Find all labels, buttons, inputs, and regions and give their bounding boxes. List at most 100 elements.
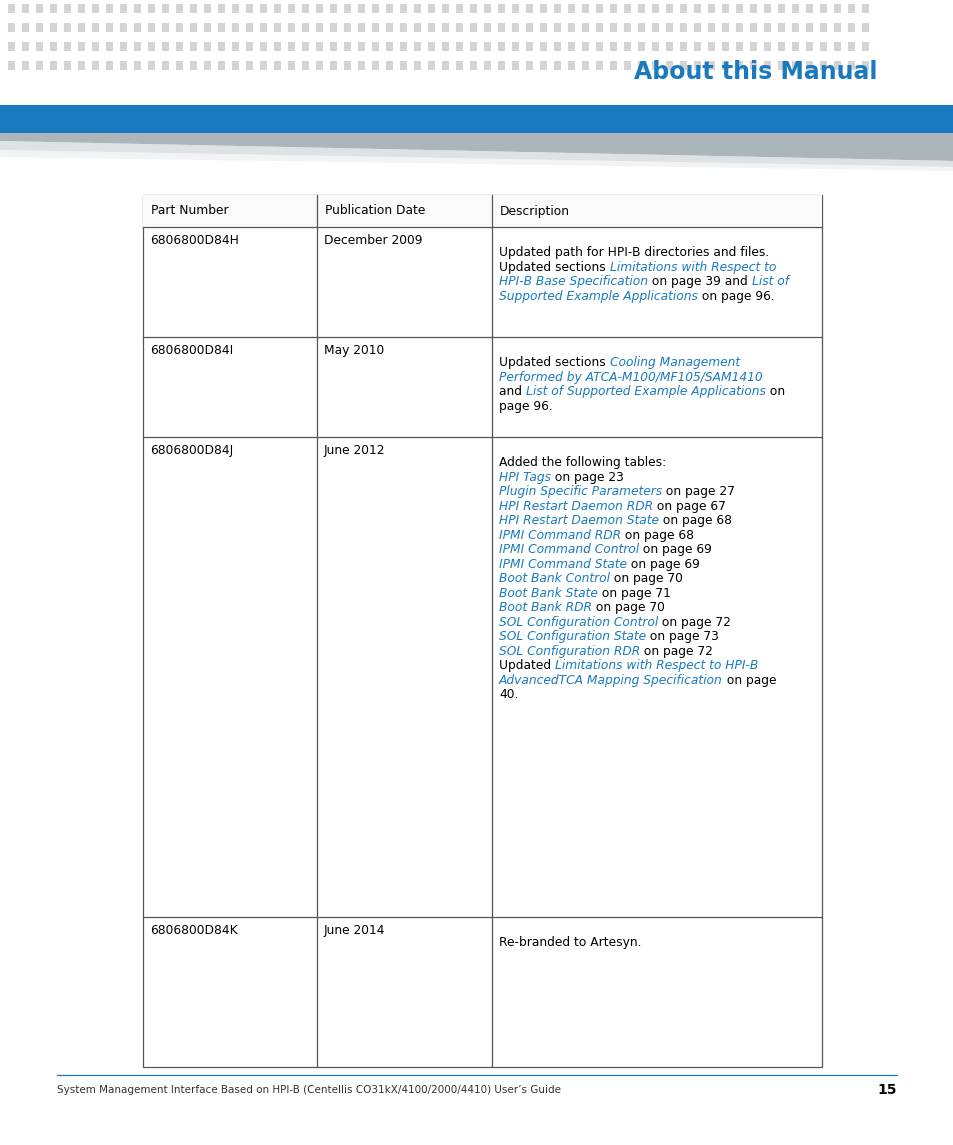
Bar xyxy=(357,23,365,32)
Text: May 2010: May 2010 xyxy=(324,344,384,357)
Bar xyxy=(315,42,323,52)
Text: Updated path for HPI-B directories and files.: Updated path for HPI-B directories and f… xyxy=(498,246,768,259)
Bar xyxy=(735,61,742,70)
Bar xyxy=(512,23,518,32)
Bar xyxy=(8,3,15,13)
Bar xyxy=(441,3,449,13)
Bar xyxy=(778,3,784,13)
Bar xyxy=(274,42,281,52)
Bar xyxy=(148,23,154,32)
Bar xyxy=(581,3,588,13)
Bar xyxy=(162,3,169,13)
Text: Limitations with Respect to HPI-B: Limitations with Respect to HPI-B xyxy=(555,660,758,672)
Bar xyxy=(330,42,336,52)
Text: Supported Example Applications: Supported Example Applications xyxy=(498,290,698,302)
Bar xyxy=(609,3,617,13)
Bar xyxy=(372,3,378,13)
Bar xyxy=(791,3,799,13)
Bar xyxy=(106,42,112,52)
Bar xyxy=(567,42,575,52)
Bar xyxy=(497,3,504,13)
Bar xyxy=(143,195,821,1067)
Bar xyxy=(288,3,294,13)
Text: on page 72: on page 72 xyxy=(658,616,730,629)
Bar xyxy=(651,42,659,52)
Bar xyxy=(749,23,757,32)
Bar xyxy=(483,23,491,32)
Bar xyxy=(372,23,378,32)
Bar xyxy=(791,23,799,32)
Bar xyxy=(456,3,462,13)
Bar xyxy=(232,3,239,13)
Bar xyxy=(554,42,560,52)
Bar xyxy=(175,61,183,70)
Bar xyxy=(246,23,253,32)
Bar xyxy=(36,61,43,70)
Text: Cooling Management: Cooling Management xyxy=(609,356,739,370)
Text: on page: on page xyxy=(722,673,776,687)
Bar xyxy=(232,23,239,32)
Bar xyxy=(693,61,700,70)
Bar xyxy=(554,3,560,13)
Text: HPI-B Base Specification: HPI-B Base Specification xyxy=(498,275,647,289)
Bar xyxy=(204,42,211,52)
Bar xyxy=(357,42,365,52)
Bar xyxy=(120,23,127,32)
Text: and: and xyxy=(498,386,525,398)
Bar xyxy=(791,42,799,52)
Bar xyxy=(218,61,225,70)
Bar xyxy=(428,42,435,52)
Bar xyxy=(106,3,112,13)
Text: on page 70: on page 70 xyxy=(609,572,682,585)
Bar xyxy=(470,23,476,32)
Bar xyxy=(372,42,378,52)
Bar xyxy=(749,3,757,13)
Bar xyxy=(456,23,462,32)
Bar xyxy=(638,3,644,13)
Bar xyxy=(567,61,575,70)
Bar xyxy=(386,61,393,70)
Bar xyxy=(64,42,71,52)
Bar xyxy=(651,23,659,32)
Bar xyxy=(596,42,602,52)
Bar xyxy=(820,3,826,13)
Text: SOL Configuration State: SOL Configuration State xyxy=(498,631,645,643)
Bar xyxy=(372,61,378,70)
Bar xyxy=(274,3,281,13)
Bar xyxy=(623,3,630,13)
Bar xyxy=(567,23,575,32)
Bar xyxy=(833,61,841,70)
Text: HPI Restart Daemon RDR: HPI Restart Daemon RDR xyxy=(498,500,653,513)
Bar xyxy=(315,3,323,13)
Bar xyxy=(638,23,644,32)
Bar xyxy=(497,42,504,52)
Bar xyxy=(679,23,686,32)
Bar xyxy=(78,61,85,70)
Bar xyxy=(22,3,29,13)
Bar xyxy=(847,3,854,13)
Bar xyxy=(414,23,420,32)
Bar xyxy=(78,23,85,32)
Bar xyxy=(707,61,714,70)
Bar xyxy=(8,61,15,70)
Text: System Management Interface Based on HPI-B (Centellis CO31kX/4100/2000/4410) Use: System Management Interface Based on HPI… xyxy=(57,1085,560,1095)
Bar xyxy=(721,42,728,52)
Bar xyxy=(525,42,533,52)
Bar xyxy=(91,61,99,70)
Bar xyxy=(483,3,491,13)
Bar xyxy=(78,3,85,13)
Bar xyxy=(78,42,85,52)
Polygon shape xyxy=(0,141,953,167)
Text: 6806800D84H: 6806800D84H xyxy=(150,234,238,247)
Bar xyxy=(805,61,812,70)
Bar xyxy=(862,23,868,32)
Bar xyxy=(428,61,435,70)
Bar xyxy=(638,61,644,70)
Bar xyxy=(778,42,784,52)
Bar xyxy=(581,23,588,32)
Text: on page 39 and: on page 39 and xyxy=(647,275,751,289)
Bar xyxy=(120,61,127,70)
Text: Updated sections: Updated sections xyxy=(498,356,609,370)
Bar xyxy=(204,23,211,32)
Bar xyxy=(679,3,686,13)
